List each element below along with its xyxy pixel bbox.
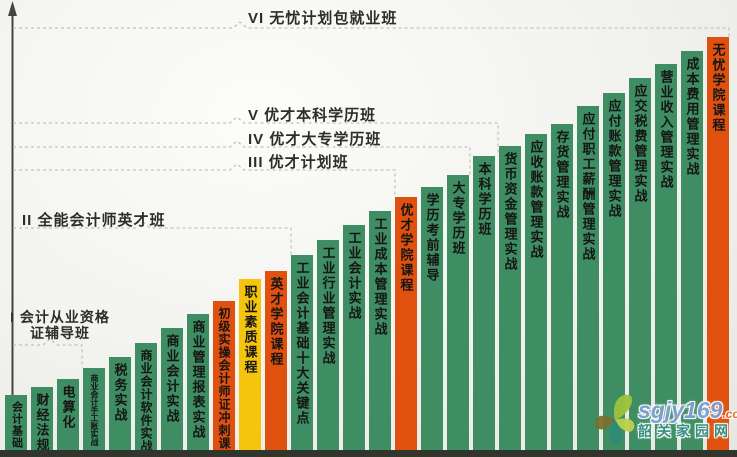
- course-bar-label: 职业素质课程: [242, 285, 258, 375]
- level-line-3: [13, 163, 396, 197]
- level-line-5: [13, 116, 499, 156]
- course-bar-label: 工业会计基础十大关键点: [294, 261, 310, 426]
- course-bar: 优才学院课程: [395, 197, 417, 457]
- course-bar-label: 商业会计软件实战: [139, 349, 153, 453]
- course-bar: 无忧学院课程: [707, 37, 729, 457]
- course-bar: 应付职工薪酬管理实战: [577, 106, 599, 457]
- course-bar-label: 存货管理实战: [554, 130, 570, 220]
- course-bar: 商业会计软件实战: [135, 343, 157, 457]
- course-bar-label: 会计基础: [10, 401, 23, 449]
- course-bar-label: 营业收入管理实战: [658, 70, 674, 190]
- level-line-2: [13, 221, 292, 255]
- course-bar-label: 工业会计实战: [346, 231, 362, 321]
- course-bar: 会计基础: [5, 395, 27, 457]
- course-bar: 存货管理实战: [551, 124, 573, 457]
- course-bar-label: 初级实操会计师证冲刺课: [217, 307, 231, 450]
- course-bar: 应付账款管理实战: [603, 93, 625, 457]
- watermark-line1: sgjy169.com: [638, 396, 737, 423]
- watermark-text: sgjy169.com 韶关家园网: [638, 396, 737, 439]
- course-bar: 税务实战: [109, 357, 131, 457]
- level-label-6: VI 无忧计划包就业班: [248, 10, 398, 27]
- watermark-site-name: sgjy169: [638, 396, 723, 423]
- course-bar: 学历考前辅导: [421, 187, 443, 457]
- course-bar: 工业行业管理实战: [317, 240, 339, 457]
- course-bar-label: 应收账款管理实战: [528, 140, 544, 260]
- course-bar: 应收账款管理实战: [525, 134, 547, 457]
- course-bar: 成本费用管理实战: [681, 51, 703, 457]
- level-label-4: IV 优才大专学历班: [248, 131, 382, 148]
- level-line-6: [13, 21, 730, 37]
- course-bar-label: 税务实战: [112, 363, 128, 423]
- course-bar-label: 应交税费管理实战: [632, 84, 648, 204]
- course-bar-label: 财经法规: [34, 393, 50, 453]
- level-line-4: [13, 140, 471, 175]
- course-bar: 商业会计实战: [161, 328, 183, 457]
- course-bar-label: 成本费用管理实战: [684, 57, 700, 177]
- course-bar-label: 优才学院课程: [398, 203, 414, 293]
- course-bar: 营业收入管理实战: [655, 64, 677, 457]
- course-bar: 货币资金管理实战: [499, 146, 521, 457]
- watermark-leaf-icon: [595, 394, 635, 444]
- level-label-5: V 优才本科学历班: [248, 107, 377, 124]
- course-bar: 工业会计基础十大关键点: [291, 255, 313, 457]
- course-bar: 本科学历班: [473, 156, 495, 457]
- course-bar: 工业成本管理实战: [369, 211, 391, 457]
- watermark-domain-suffix: .com: [722, 406, 737, 421]
- course-bar-label: 大专学历班: [450, 181, 466, 256]
- course-bar-label: 应付账款管理实战: [606, 99, 622, 219]
- course-bar-label: 商业会计手工账实战: [90, 374, 99, 446]
- course-bar-label: 应付职工薪酬管理实战: [580, 112, 596, 262]
- watermark-site-title: 韶关家园网: [638, 422, 733, 439]
- course-bar-label: 本科学历班: [476, 162, 492, 237]
- course-bar-label: 工业行业管理实战: [320, 246, 336, 366]
- course-bar: 工业会计实战: [343, 225, 365, 457]
- course-bar-label: 无忧学院课程: [710, 43, 726, 133]
- course-bar: 商业管理报表实战: [187, 314, 209, 457]
- course-bar: 应交税费管理实战: [629, 78, 651, 457]
- level-label-3: III 优才计划班: [248, 154, 349, 171]
- course-bar-label: 英才学院课程: [268, 277, 284, 367]
- course-bar: 英才学院课程: [265, 271, 287, 457]
- course-bar: 职业素质课程: [239, 279, 261, 457]
- course-bar: 商业会计手工账实战: [83, 368, 105, 457]
- course-bar: 大专学历班: [447, 175, 469, 457]
- course-bar: 初级实操会计师证冲刺课: [213, 301, 235, 457]
- course-bar-label: 商业管理报表实战: [190, 320, 206, 440]
- course-bar-label: 工业成本管理实战: [372, 217, 388, 337]
- level-label-1: I 会计从业资格证辅导班: [10, 309, 110, 342]
- course-bar-label: 电算化: [60, 385, 76, 430]
- course-bar-label: 商业会计实战: [164, 334, 180, 424]
- course-bar: 电算化: [57, 379, 79, 457]
- level-label-2: II 全能会计师英才班: [22, 212, 166, 229]
- course-bar-label: 学历考前辅导: [424, 193, 440, 283]
- course-bar-label: 货币资金管理实战: [502, 152, 518, 272]
- watermark: sgjy169.com 韶关家园网: [594, 390, 737, 446]
- course-bar: 财经法规: [31, 387, 53, 457]
- y-axis-arrow-icon: [8, 1, 17, 16]
- baseline-strip: [0, 450, 737, 457]
- level-line-1: [13, 338, 83, 368]
